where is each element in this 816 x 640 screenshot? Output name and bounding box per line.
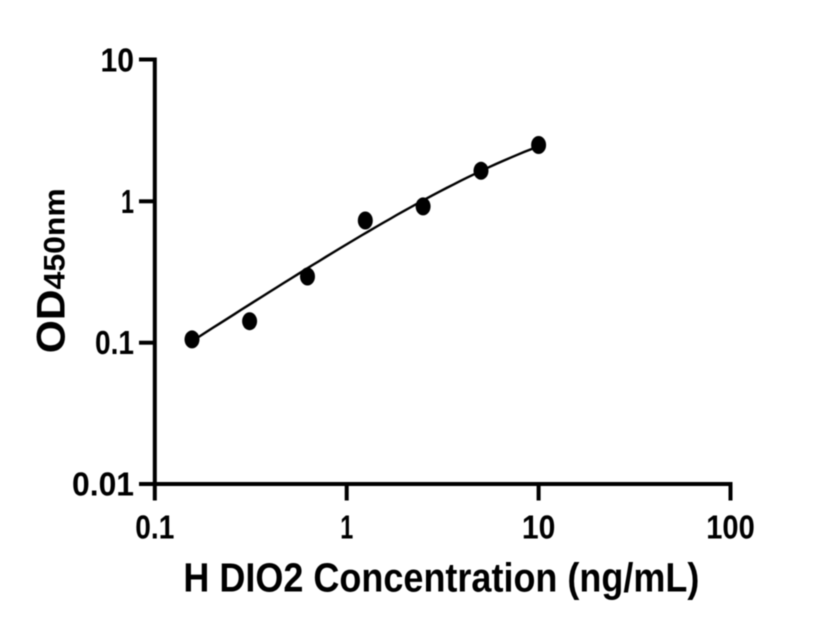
svg-text:1: 1	[121, 183, 134, 220]
svg-text:10: 10	[101, 41, 135, 78]
svg-text:H DIO2 Concentration (ng/mL): H DIO2 Concentration (ng/mL)	[183, 555, 699, 601]
svg-text:0.1: 0.1	[135, 509, 174, 546]
svg-text:0.1: 0.1	[95, 324, 134, 361]
svg-text:100: 100	[706, 509, 755, 546]
svg-text:1: 1	[340, 509, 353, 546]
svg-text:0.01: 0.01	[72, 466, 134, 503]
svg-text:10: 10	[522, 509, 556, 546]
